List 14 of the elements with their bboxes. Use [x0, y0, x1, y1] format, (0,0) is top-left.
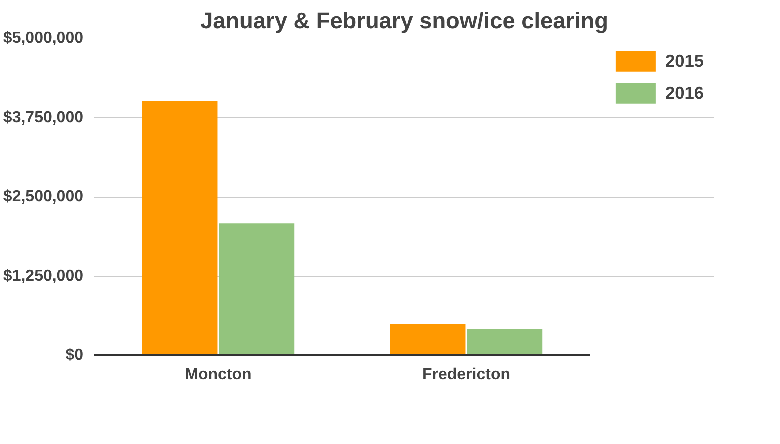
y-tick-label: $1,250,000: [3, 268, 84, 285]
bar: [219, 224, 295, 356]
bar: [142, 101, 218, 356]
y-tick-label: $2,500,000: [3, 188, 84, 206]
chart-title: January & February snow/ice clearing: [200, 8, 608, 34]
legend-label: 2016: [665, 82, 704, 104]
y-tick-label: $0: [66, 347, 84, 364]
x-tick-label: Fredericton: [422, 366, 511, 384]
x-tick-label: Moncton: [185, 366, 252, 384]
bar: [467, 330, 543, 356]
y-tick-label: $3,750,000: [3, 109, 84, 126]
legend-label: 2015: [665, 50, 704, 72]
bar: [390, 324, 466, 356]
y-tick-label: $5,000,000: [3, 30, 84, 47]
